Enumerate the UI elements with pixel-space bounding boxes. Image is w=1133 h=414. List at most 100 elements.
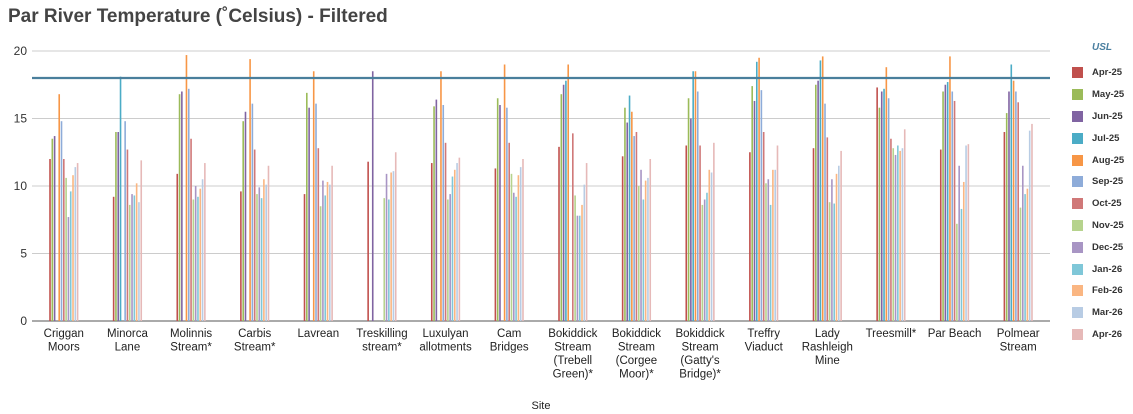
bar (63, 159, 65, 321)
bar (1010, 64, 1013, 321)
bar (758, 57, 760, 321)
bar (647, 177, 649, 321)
bar (772, 169, 774, 321)
bar (585, 163, 588, 321)
bar (946, 82, 949, 321)
bar (1017, 102, 1019, 321)
bar (890, 138, 892, 321)
legend-label: Mar-26 (1092, 307, 1123, 319)
legend-label: Nov-25 (1092, 219, 1124, 231)
bar (562, 84, 565, 321)
legend-label: Apr-26 (1092, 328, 1123, 340)
bar (306, 92, 308, 321)
bar (1024, 194, 1026, 321)
bar (1031, 123, 1033, 322)
bar (260, 198, 263, 321)
bar (560, 94, 563, 321)
bar (696, 91, 699, 321)
bar (251, 103, 254, 322)
x-tick-label: Polmear Stream (997, 328, 1040, 354)
legend-item: Jul-25 (1072, 127, 1132, 149)
legend-swatch (1072, 176, 1083, 188)
bar (51, 138, 54, 321)
bar (131, 194, 133, 321)
bar (383, 198, 386, 321)
bar (440, 71, 442, 321)
bar (67, 217, 70, 321)
bar (451, 176, 454, 321)
legend-swatch (1072, 67, 1083, 79)
bar (755, 61, 758, 322)
bar (899, 150, 901, 321)
bar (190, 138, 192, 321)
bar (329, 184, 331, 321)
x-axis-label: Site (532, 400, 551, 412)
bar (1005, 113, 1008, 321)
bar (956, 223, 958, 321)
legend-label: Apr-25 (1092, 67, 1123, 79)
bar (326, 181, 329, 321)
bar (1015, 91, 1017, 321)
bar (760, 90, 763, 322)
bar (626, 122, 629, 321)
bar (324, 195, 327, 321)
bar (576, 215, 579, 321)
legend-label: May-25 (1092, 89, 1125, 101)
bar (880, 91, 883, 321)
x-axis-ticks: Criggan Moors Minorca Lane Molinnis Stream* Ca… (44, 328, 1040, 381)
bar (194, 186, 197, 321)
bar (458, 157, 461, 321)
y-tick-label: 10 (14, 179, 28, 193)
legend-item: Jun-25 (1072, 106, 1132, 128)
legend-items: Apr-25 May-25 Jun-25 Jul-25 Aug-25 Sep-25 Oct-… (1072, 62, 1132, 345)
bar (517, 175, 520, 321)
bar (112, 196, 115, 321)
bar (135, 183, 138, 321)
bar (812, 148, 815, 321)
bar (699, 145, 701, 321)
legend-label: Sep-25 (1092, 176, 1124, 188)
bar (942, 91, 944, 321)
bar (633, 136, 635, 321)
bar (72, 175, 74, 321)
bar (944, 84, 947, 321)
bar (128, 204, 131, 321)
bar (267, 165, 270, 321)
x-tick-label: Lavrean (298, 328, 340, 340)
bar (833, 203, 836, 321)
legend-swatch (1072, 219, 1083, 231)
bar (201, 179, 204, 321)
bar (583, 184, 586, 321)
x-tick-label: Bokiddick Stream (Gatty's Bridge)* (675, 328, 724, 381)
bar (449, 194, 451, 321)
bar (628, 95, 631, 321)
bar (953, 100, 956, 321)
x-tick-label: Bokiddick Stream (Trebell Green)* (548, 328, 597, 381)
bar (713, 142, 715, 321)
bar (762, 132, 765, 321)
bar (1021, 165, 1024, 321)
bar (765, 183, 767, 321)
bar (574, 195, 576, 321)
bar (430, 163, 433, 321)
bar (181, 91, 183, 321)
y-axis-ticks: 0 5 10 15 20 (14, 44, 28, 328)
bar (753, 100, 756, 321)
bar (58, 94, 61, 321)
bar (519, 167, 522, 321)
y-tick-label: 5 (20, 247, 27, 261)
bar (199, 188, 202, 321)
x-tick-label: Treffry Viaduct (745, 328, 784, 354)
bar (388, 199, 390, 321)
bar (49, 159, 51, 321)
legend-swatch (1072, 263, 1083, 275)
x-tick-label: Bokiddick Stream (Corgee Moor)* (612, 328, 661, 381)
bar (939, 149, 942, 321)
bar (503, 64, 506, 321)
bar (887, 98, 890, 321)
bar (631, 111, 633, 321)
bar (185, 55, 188, 322)
bar (447, 199, 449, 321)
bar (710, 172, 713, 321)
bar (749, 152, 751, 321)
